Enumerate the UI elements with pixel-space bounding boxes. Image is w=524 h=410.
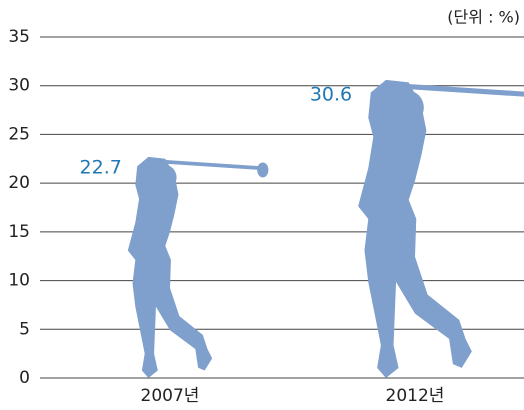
- x-tick-label: 2012년: [386, 386, 445, 406]
- golfer-bar: [128, 157, 269, 378]
- golfer-head: [388, 90, 423, 125]
- y-tick-label: 15: [8, 222, 30, 242]
- y-tick-label: 20: [8, 173, 30, 193]
- y-tick-label: 0: [19, 368, 30, 388]
- y-tick-label: 30: [8, 76, 30, 96]
- golfer-bar: [358, 80, 524, 378]
- club-head: [257, 162, 268, 177]
- y-tick-label: 35: [8, 27, 30, 47]
- value-label: 22.7: [80, 157, 122, 179]
- value-label: 30.6: [310, 84, 352, 106]
- golfer-head: [150, 164, 176, 190]
- golfer-body: [358, 80, 472, 378]
- y-tick-label: 10: [8, 271, 30, 291]
- y-tick-label: 25: [8, 124, 30, 144]
- unit-label: (단위 : %): [447, 8, 520, 27]
- golfer-body: [128, 157, 212, 378]
- x-tick-label: 2007년: [141, 386, 200, 406]
- chart: (단위 : %) 0 5 10 15 20 25 30 35 22.7 2007년 30.6 2012…: [0, 0, 524, 410]
- y-tick-label: 5: [19, 319, 30, 339]
